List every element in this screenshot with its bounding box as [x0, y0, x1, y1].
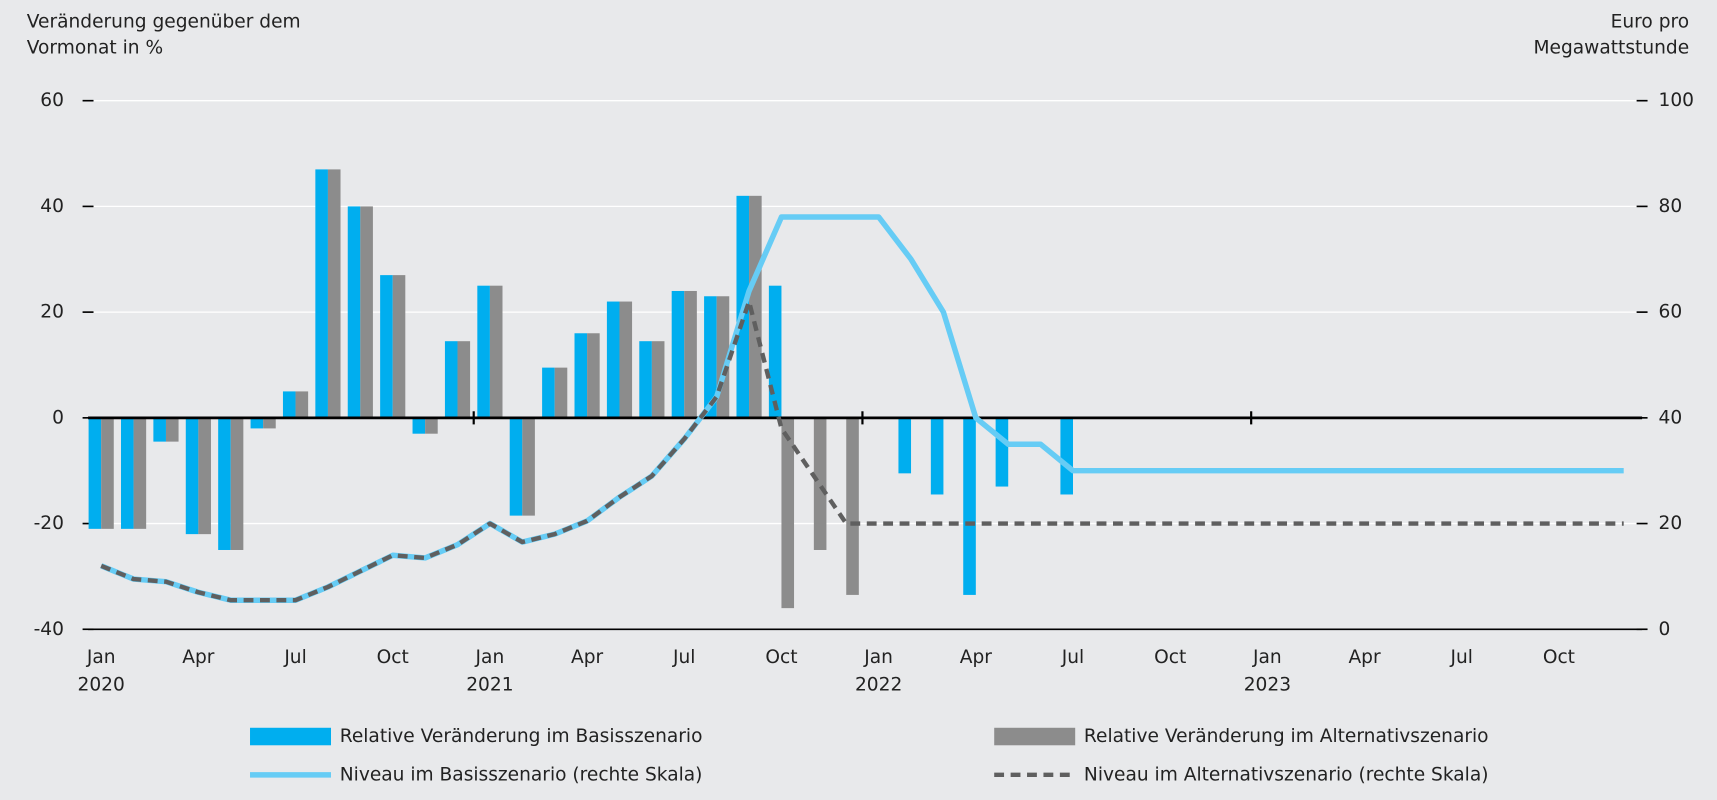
- y-tick-label: -40: [34, 619, 64, 640]
- x-tick-label: Oct: [377, 647, 409, 668]
- bar: [671, 290, 685, 418]
- legend-label: Relative Veränderung im Alternativszenar…: [1084, 726, 1489, 747]
- bar: [542, 367, 555, 418]
- bar: [133, 417, 147, 529]
- x-tick-label: Apr: [960, 647, 993, 668]
- y-tick-label: 20: [40, 302, 64, 323]
- legend-label: Niveau im Alternativszenario (rechte Ska…: [1084, 764, 1489, 785]
- bar: [554, 367, 568, 418]
- year-label: 2023: [1244, 675, 1291, 696]
- bar: [587, 333, 600, 418]
- x-tick-label: Jul: [1450, 647, 1473, 668]
- x-tick-label: Jul: [1061, 647, 1084, 668]
- bar: [88, 417, 102, 529]
- bar: [327, 169, 341, 418]
- bar: [315, 169, 328, 418]
- x-tick-label: Oct: [1154, 647, 1186, 668]
- bar: [522, 417, 535, 516]
- x-tick-label: Jan: [86, 647, 116, 668]
- x-tick-label: Apr: [1348, 647, 1381, 668]
- legend-label: Niveau im Basisszenario (rechte Skala): [340, 764, 703, 785]
- bar: [444, 341, 458, 418]
- y-tick-label: 0: [52, 407, 64, 428]
- bar: [263, 417, 276, 429]
- bar: [295, 391, 309, 418]
- y2-axis-title: Euro pro: [1611, 11, 1689, 32]
- bar: [101, 417, 114, 529]
- bar: [477, 285, 490, 418]
- x-tick-label: Jul: [672, 647, 695, 668]
- bar: [1060, 417, 1074, 495]
- bar: [392, 275, 406, 418]
- bar: [282, 391, 296, 418]
- bar: [218, 417, 231, 550]
- year-label: 2021: [466, 675, 513, 696]
- bar: [360, 206, 373, 418]
- bar: [639, 341, 652, 418]
- x-tick-label: Jul: [283, 647, 306, 668]
- bar: [606, 301, 620, 418]
- legend-key: [994, 727, 1076, 746]
- legend-key: [250, 727, 332, 746]
- bar: [185, 417, 199, 535]
- y2-axis-title: Megawattstunde: [1533, 38, 1689, 59]
- bar: [198, 417, 211, 535]
- x-tick-label: Jan: [475, 647, 505, 668]
- x-tick-label: Oct: [765, 647, 797, 668]
- bar: [963, 417, 976, 595]
- y-tick-label: -20: [34, 513, 64, 534]
- y2-tick-label: 60: [1659, 302, 1683, 323]
- bar: [574, 333, 588, 418]
- bar: [898, 417, 912, 474]
- bar: [995, 417, 1009, 487]
- bar: [651, 341, 665, 418]
- year-label: 2022: [855, 675, 902, 696]
- bar: [684, 290, 697, 418]
- bar: [781, 417, 795, 609]
- y-axis-title: Vormonat in %: [27, 38, 163, 59]
- bar: [509, 417, 523, 516]
- bar: [120, 417, 134, 529]
- x-tick-label: Jan: [863, 647, 893, 668]
- bar: [846, 417, 859, 595]
- x-tick-label: Apr: [571, 647, 604, 668]
- x-tick-label: Jan: [1252, 647, 1282, 668]
- y2-tick-label: 0: [1659, 619, 1671, 640]
- bar: [153, 417, 166, 442]
- line: [100, 299, 1624, 603]
- x-tick-label: Apr: [182, 647, 215, 668]
- bar: [380, 275, 393, 418]
- bar: [930, 417, 944, 495]
- year-label: 2020: [78, 675, 125, 696]
- y2-tick-label: 20: [1659, 513, 1683, 534]
- legend-label: Relative Veränderung im Basisszenario: [340, 726, 703, 747]
- bar: [704, 296, 717, 418]
- x-tick-label: Oct: [1543, 647, 1575, 668]
- bar: [768, 285, 782, 418]
- bar: [489, 285, 503, 418]
- y-tick-label: 40: [40, 196, 64, 217]
- bar: [619, 301, 633, 418]
- y-tick-label: 60: [40, 90, 64, 111]
- y-axis-title: Veränderung gegenüber dem: [27, 11, 301, 32]
- y2-tick-label: 40: [1659, 407, 1683, 428]
- y2-tick-label: 80: [1659, 196, 1683, 217]
- bar: [250, 417, 264, 429]
- bar: [813, 417, 827, 550]
- bar: [230, 417, 244, 550]
- bar: [347, 206, 361, 418]
- bar: [425, 417, 438, 434]
- bar: [457, 341, 471, 418]
- y2-tick-label: 100: [1659, 90, 1695, 111]
- bar: [165, 417, 179, 442]
- bar: [749, 195, 762, 418]
- bar: [412, 417, 426, 434]
